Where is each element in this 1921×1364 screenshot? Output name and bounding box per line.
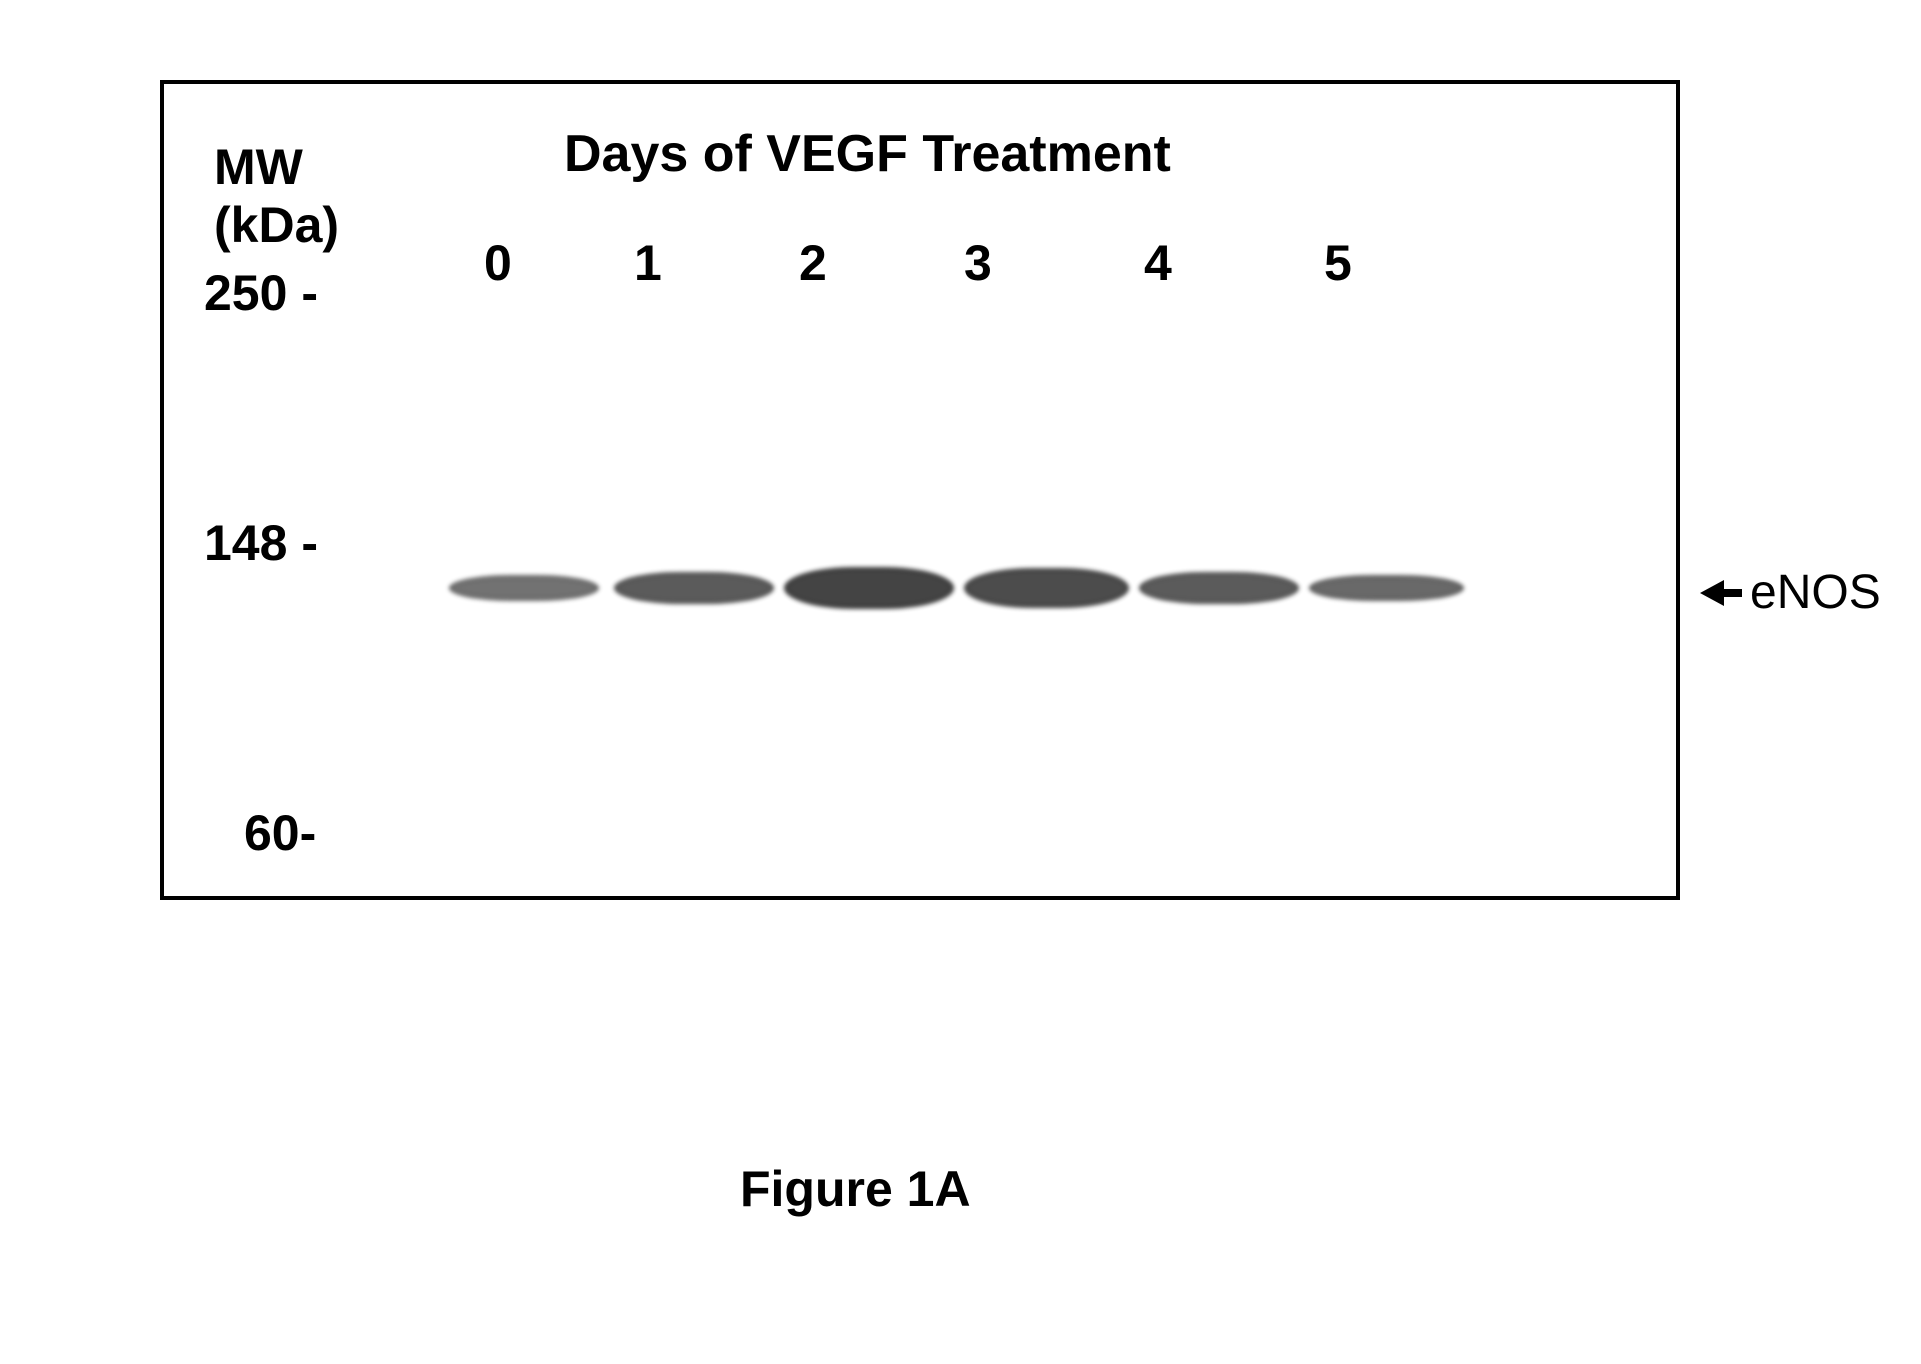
- lane-label-3: 3: [964, 234, 992, 292]
- figure-caption: Figure 1A: [740, 1160, 971, 1218]
- figure-container: Days of VEGF Treatment MW (kDa) 250 - 148…: [160, 80, 1760, 900]
- blot-band-lane-3: [964, 568, 1129, 608]
- mw-marker-0: 250 -: [204, 264, 318, 322]
- mw-line1: MW: [214, 139, 339, 197]
- blot-band-lane-0: [449, 575, 599, 601]
- mw-marker-1: 148 -: [204, 514, 318, 572]
- mw-marker-2: 60-: [244, 804, 316, 862]
- western-blot-box: Days of VEGF Treatment MW (kDa) 250 - 148…: [160, 80, 1680, 900]
- lane-label-0: 0: [484, 234, 512, 292]
- lane-label-5: 5: [1324, 234, 1352, 292]
- protein-name: eNOS: [1750, 565, 1881, 620]
- blot-band-lane-1: [614, 572, 774, 604]
- lane-label-1: 1: [634, 234, 662, 292]
- protein-arrow-label: eNOS: [1700, 565, 1881, 620]
- blot-band-lane-5: [1309, 575, 1464, 601]
- lane-label-2: 2: [799, 234, 827, 292]
- blot-band-lane-4: [1139, 572, 1299, 604]
- blot-band-lane-2: [784, 567, 954, 609]
- lane-label-4: 4: [1144, 234, 1172, 292]
- mw-line2: (kDa): [214, 197, 339, 255]
- chart-title: Days of VEGF Treatment: [564, 124, 1171, 184]
- arrow-left-icon: [1700, 565, 1742, 620]
- mw-header: MW (kDa): [214, 139, 339, 254]
